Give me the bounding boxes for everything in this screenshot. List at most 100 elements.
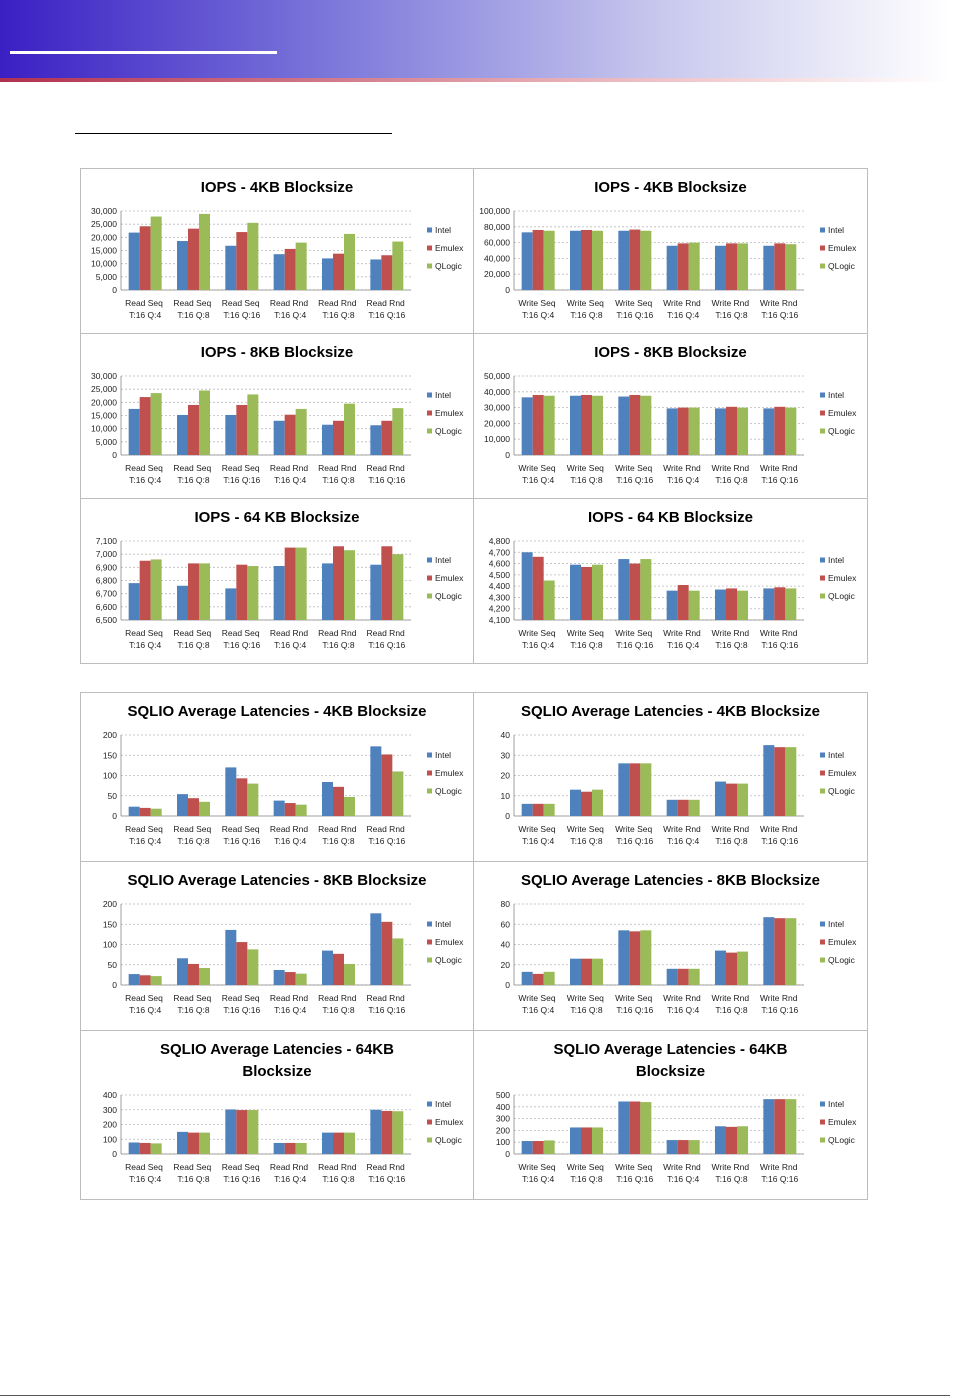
bar bbox=[177, 794, 188, 816]
chart: 0 5,000 10,000 15,000 20,000 25,000 30,000 Read… bbox=[91, 371, 464, 485]
bar bbox=[344, 1132, 355, 1154]
y-tick-label: 500 bbox=[496, 1090, 510, 1100]
x-tick-label: Read Seq T:16 Q:16 bbox=[222, 298, 262, 320]
bar bbox=[618, 1101, 630, 1154]
bar bbox=[592, 230, 603, 290]
legend-swatch bbox=[427, 428, 432, 434]
legend-swatch bbox=[820, 410, 825, 416]
bar bbox=[581, 1127, 592, 1154]
legend-label: Intel bbox=[435, 555, 451, 565]
bar bbox=[247, 394, 259, 455]
chart-cell: 0 50 100 150 200 Read Seq T:16 Q:4 Read Seq T:… bbox=[80, 861, 474, 1031]
bar bbox=[322, 781, 333, 816]
x-tick-label: Read Seq T:16 Q:16 bbox=[222, 824, 262, 846]
y-tick-label: 6,600 bbox=[96, 602, 118, 612]
legend-swatch bbox=[427, 752, 432, 758]
y-tick-label: 0 bbox=[112, 980, 117, 990]
bar bbox=[677, 968, 689, 985]
bar bbox=[774, 918, 786, 985]
bar bbox=[774, 587, 786, 620]
legend-label: Emulex bbox=[435, 1117, 464, 1127]
y-tick-label: 300 bbox=[496, 1114, 510, 1124]
bar bbox=[128, 974, 140, 985]
bar bbox=[177, 1131, 188, 1154]
x-tick-label: Read Seq T:16 Q:16 bbox=[222, 1162, 262, 1184]
bar bbox=[677, 407, 689, 455]
bar bbox=[521, 397, 533, 455]
chart-title: SQLIO Average Latencies - 64KB Blocksize bbox=[553, 1041, 788, 1080]
x-tick-label: Read Seq T:16 Q:4 bbox=[125, 824, 165, 846]
legend-label: Emulex bbox=[828, 408, 857, 418]
bar bbox=[640, 230, 652, 290]
bar bbox=[521, 803, 533, 816]
legend-label: Emulex bbox=[828, 937, 857, 947]
legend-swatch bbox=[820, 245, 825, 251]
bar bbox=[150, 559, 162, 620]
x-tick-label: Write Seq T:16 Q:8 bbox=[567, 1162, 607, 1184]
chart-title: IOPS - 4KB Blocksize bbox=[594, 179, 747, 196]
legend-swatch bbox=[427, 575, 432, 581]
y-tick-label: 4,800 bbox=[489, 536, 511, 546]
bar bbox=[247, 566, 259, 620]
bar bbox=[128, 408, 140, 455]
bar bbox=[236, 564, 248, 620]
y-tick-label: 10,000 bbox=[484, 434, 510, 444]
x-tick-label: Read Rnd T:16 Q:16 bbox=[367, 824, 408, 846]
x-tick-label: Write Rnd T:16 Q:16 bbox=[760, 463, 800, 485]
x-tick-label: Read Rnd T:16 Q:8 bbox=[318, 1162, 359, 1184]
bar bbox=[199, 563, 210, 620]
x-tick-label: Write Seq T:16 Q:8 bbox=[567, 993, 607, 1015]
bar bbox=[785, 918, 797, 985]
x-tick-label: Write Seq T:16 Q:8 bbox=[567, 463, 607, 485]
bar bbox=[629, 229, 641, 290]
bar bbox=[247, 783, 259, 816]
bar bbox=[188, 1132, 199, 1154]
y-tick-label: 20 bbox=[501, 771, 511, 781]
bar bbox=[295, 973, 307, 985]
bar bbox=[381, 754, 393, 816]
x-tick-label: Write Seq T:16 Q:4 bbox=[518, 463, 558, 485]
chart: 0 100 200 300 400 Read Seq T:16 Q:4 Read Seq T… bbox=[103, 1090, 464, 1184]
y-tick-label: 80,000 bbox=[484, 222, 510, 232]
y-tick-label: 4,700 bbox=[489, 547, 511, 557]
bar bbox=[177, 241, 188, 290]
legend-label: Intel bbox=[435, 750, 451, 760]
y-tick-label: 0 bbox=[505, 811, 510, 821]
bar bbox=[543, 395, 555, 455]
bar bbox=[715, 408, 726, 455]
x-tick-label: Read Rnd T:16 Q:4 bbox=[270, 298, 311, 320]
y-tick-label: 100 bbox=[103, 940, 117, 950]
bar bbox=[273, 800, 285, 816]
legend-swatch bbox=[427, 957, 432, 963]
bar bbox=[581, 566, 592, 620]
bar bbox=[188, 404, 199, 455]
bar bbox=[763, 408, 775, 455]
y-tick-label: 50 bbox=[108, 791, 118, 801]
y-tick-label: 60 bbox=[501, 919, 511, 929]
legend-swatch bbox=[427, 392, 432, 398]
bar bbox=[225, 1109, 237, 1154]
legend-swatch bbox=[820, 1137, 825, 1143]
legend-swatch bbox=[820, 263, 825, 269]
bar bbox=[570, 958, 581, 985]
bar bbox=[236, 404, 248, 455]
bar bbox=[236, 232, 248, 290]
y-tick-label: 40,000 bbox=[484, 387, 510, 397]
bar bbox=[629, 931, 641, 985]
legend-label: Emulex bbox=[435, 768, 464, 778]
legend-swatch bbox=[427, 1101, 432, 1107]
x-tick-label: Read Seq T:16 Q:4 bbox=[125, 298, 165, 320]
x-tick-label: Write Rnd T:16 Q:16 bbox=[760, 824, 800, 846]
bar bbox=[381, 921, 393, 985]
bar bbox=[629, 563, 641, 620]
bar bbox=[392, 1111, 404, 1154]
chart: 0 20,000 40,000 60,000 80,000 100,000 Write Se… bbox=[479, 206, 857, 320]
legend-swatch bbox=[427, 410, 432, 416]
bar bbox=[322, 424, 333, 455]
bar bbox=[322, 563, 333, 620]
bar bbox=[284, 547, 296, 620]
bar bbox=[785, 244, 797, 290]
bar bbox=[715, 589, 726, 620]
chart-cell: 0 10,000 20,000 30,000 40,000 50,000 Write Seq… bbox=[473, 333, 868, 499]
bar bbox=[532, 973, 544, 985]
